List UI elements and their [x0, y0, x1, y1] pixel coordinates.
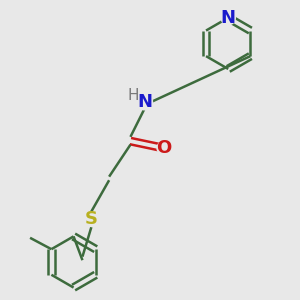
- Text: H: H: [128, 88, 139, 103]
- Text: N: N: [137, 93, 152, 111]
- Circle shape: [84, 212, 98, 226]
- Text: N: N: [221, 9, 236, 27]
- Circle shape: [157, 141, 171, 155]
- Text: O: O: [157, 139, 172, 157]
- Circle shape: [137, 94, 152, 110]
- Text: S: S: [85, 210, 98, 228]
- Circle shape: [221, 11, 235, 25]
